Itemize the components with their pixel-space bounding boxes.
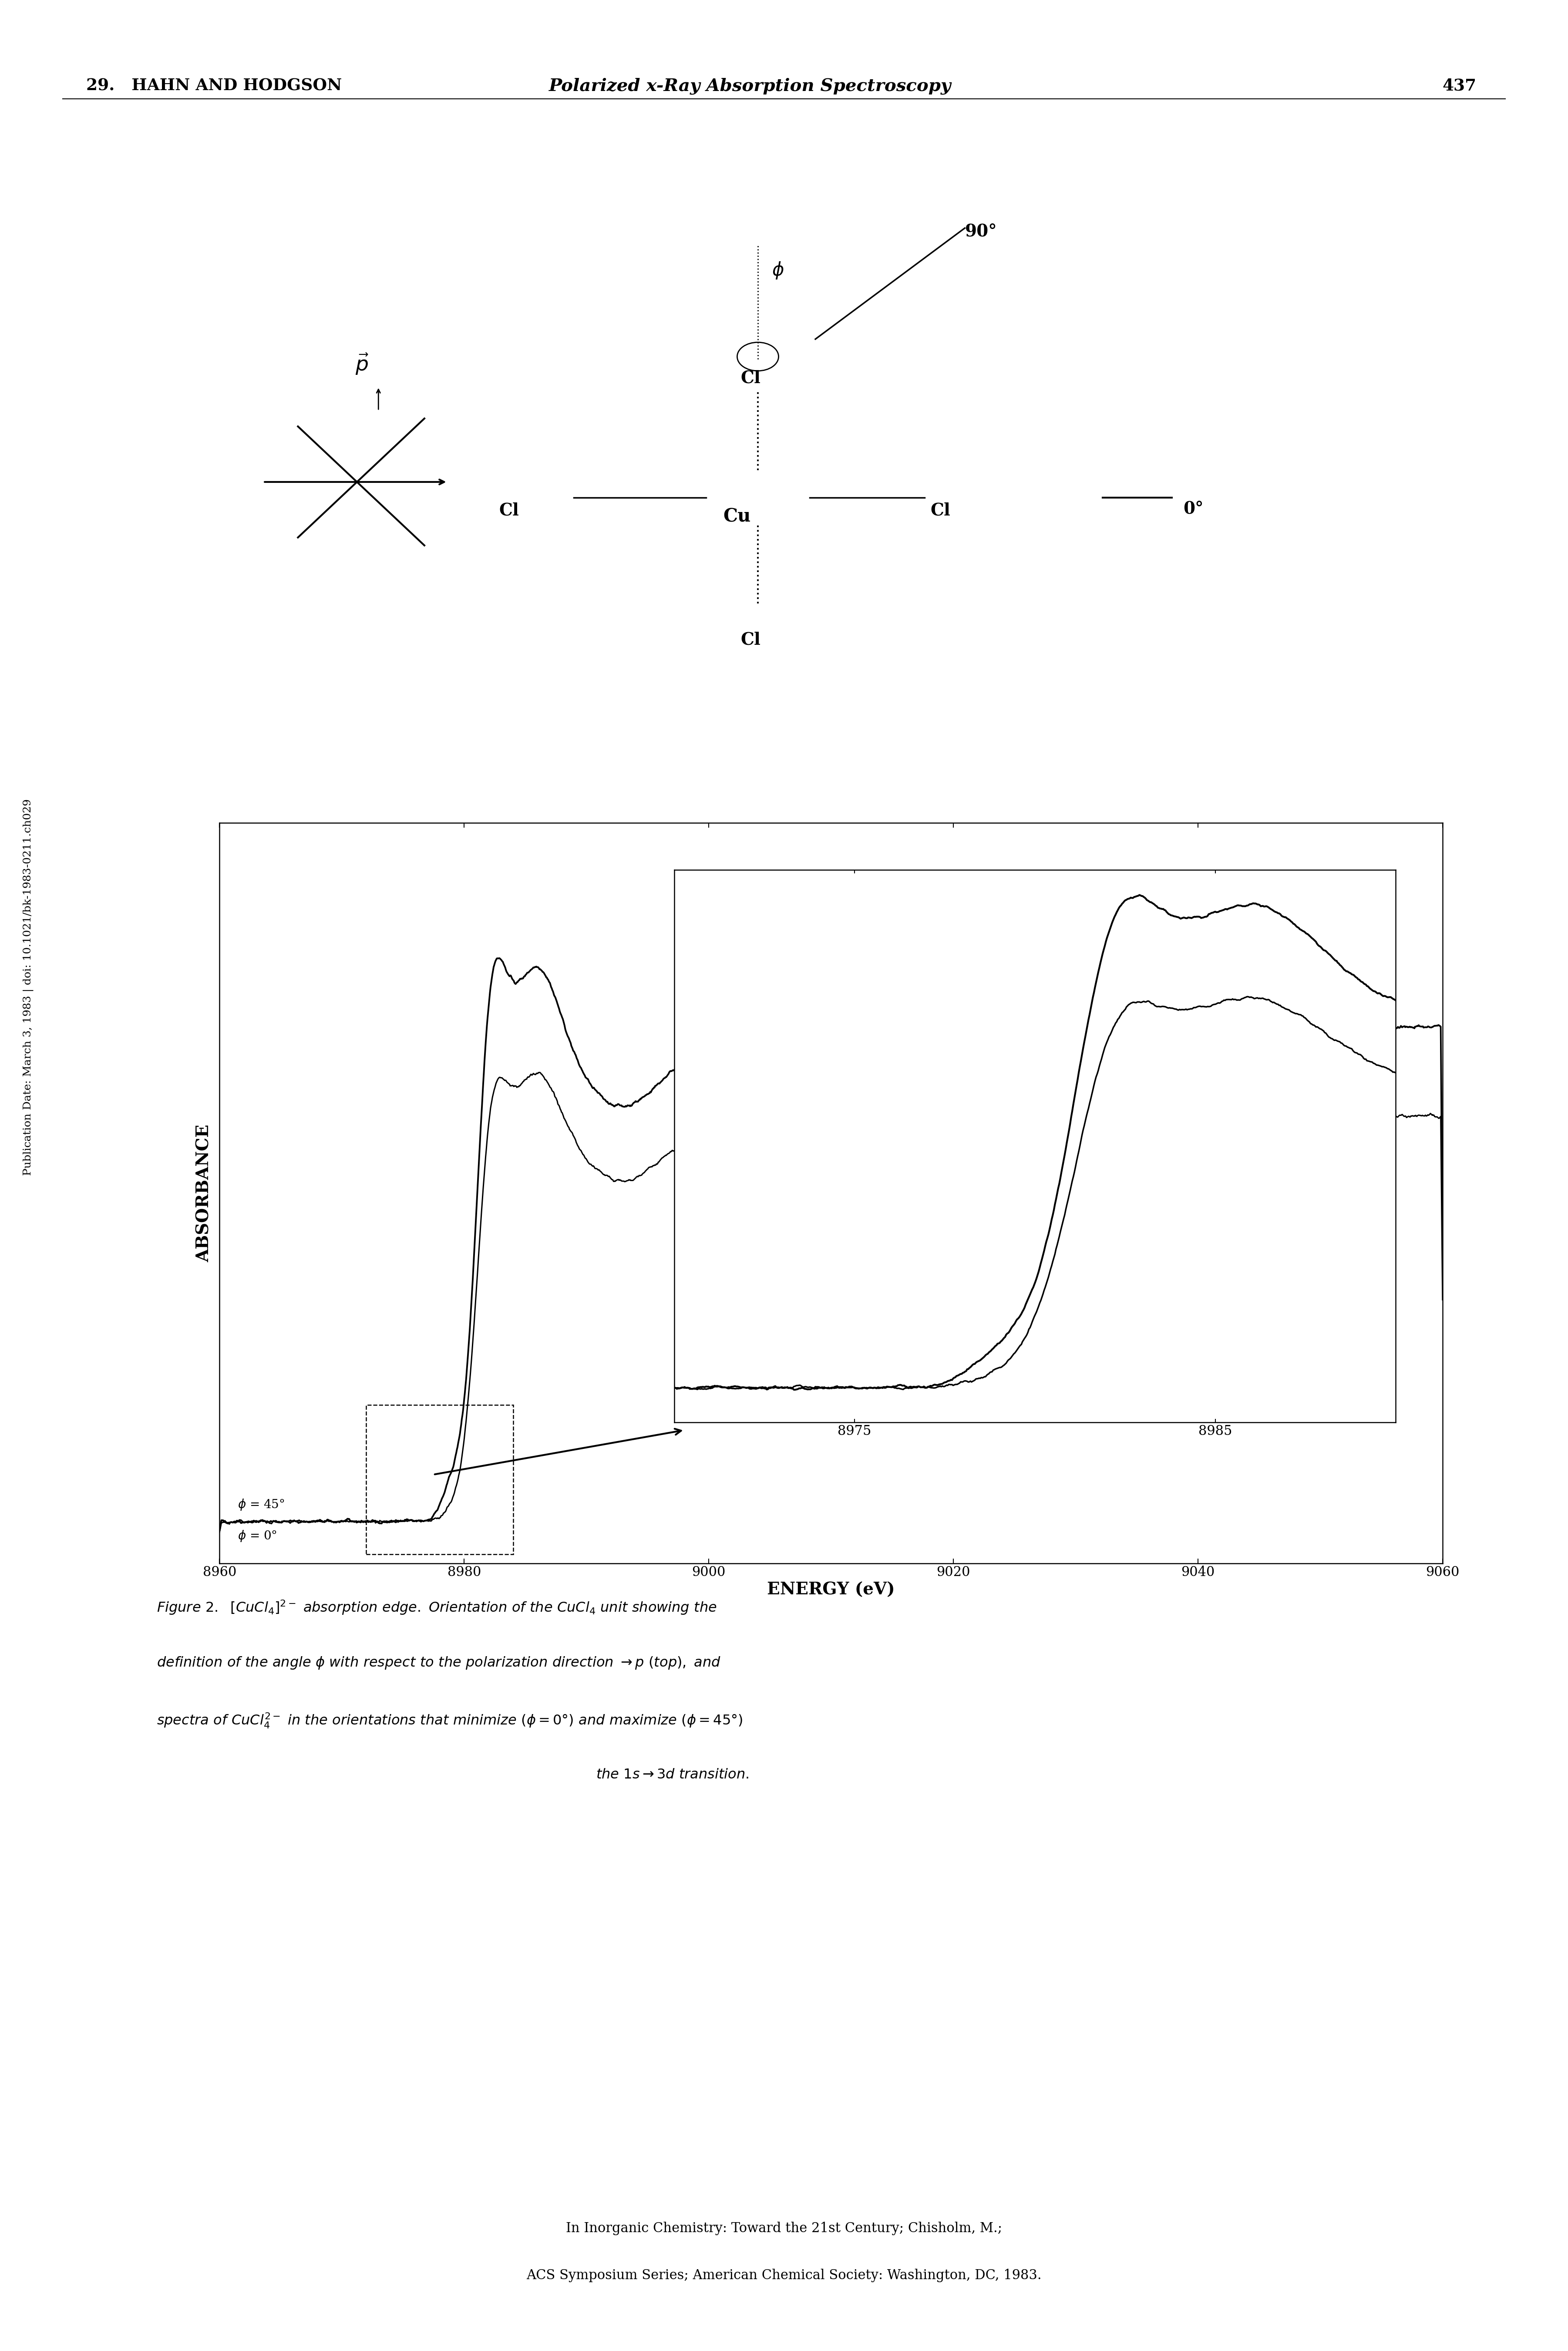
Text: $\phi$ = 45°: $\phi$ = 45° xyxy=(238,1498,285,1512)
Text: 90°: 90° xyxy=(964,223,997,240)
Text: $\it{spectra\ of\ CuCl_4^{2-}\ in\ the\ orientations\ that\ minimize\ (\phi{=}0°: $\it{spectra\ of\ CuCl_4^{2-}\ in\ the\ … xyxy=(157,1712,743,1730)
Text: $\it{Figure\ 2.}$$\ \ \it{[CuCl_4]^{2-}\ absorption\ edge.\ Orientation\ of\ the: $\it{Figure\ 2.}$$\ \ \it{[CuCl_4]^{2-}\… xyxy=(157,1599,717,1615)
Text: Cl: Cl xyxy=(930,503,950,520)
Text: 29.   HAHN AND HODGSON: 29. HAHN AND HODGSON xyxy=(86,78,342,94)
Text: Publication Date: March 3, 1983 | doi: 10.1021/bk-1983-0211.ch029: Publication Date: March 3, 1983 | doi: 1… xyxy=(24,799,33,1176)
Bar xyxy=(367,1406,513,1554)
Text: Cl: Cl xyxy=(499,503,519,520)
Text: $\phi$: $\phi$ xyxy=(771,261,784,280)
Text: Cl: Cl xyxy=(740,632,760,649)
Text: $\it{the\ 1s{\rightarrow}3d\ transition.}$: $\it{the\ 1s{\rightarrow}3d\ transition.… xyxy=(596,1768,750,1782)
Text: Polarized x-Ray Absorption Spectroscopy: Polarized x-Ray Absorption Spectroscopy xyxy=(549,78,952,94)
Text: Cu: Cu xyxy=(723,508,751,527)
Text: $\it{definition\ of\ the\ angle\ \phi\ with\ respect\ to\ the\ polarization\ dir: $\it{definition\ of\ the\ angle\ \phi\ w… xyxy=(157,1655,721,1669)
Text: $\vec{p}$: $\vec{p}$ xyxy=(356,353,368,376)
Text: 437: 437 xyxy=(1443,78,1477,94)
X-axis label: ENERGY (eV): ENERGY (eV) xyxy=(767,1582,895,1599)
Text: Cl: Cl xyxy=(740,369,760,386)
Text: $\phi$ = 0°: $\phi$ = 0° xyxy=(238,1528,278,1542)
Y-axis label: ABSORBANCE: ABSORBANCE xyxy=(196,1124,212,1262)
Text: In Inorganic Chemistry: Toward the 21st Century; Chisholm, M.;: In Inorganic Chemistry: Toward the 21st … xyxy=(566,2222,1002,2236)
Text: ACS Symposium Series; American Chemical Society: Washington, DC, 1983.: ACS Symposium Series; American Chemical … xyxy=(527,2269,1041,2283)
Text: 0°: 0° xyxy=(1184,501,1204,517)
